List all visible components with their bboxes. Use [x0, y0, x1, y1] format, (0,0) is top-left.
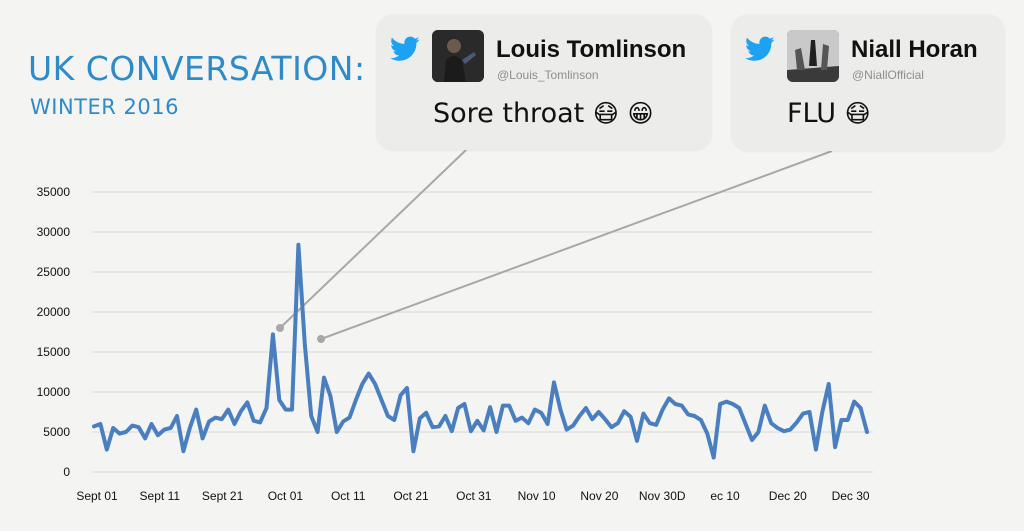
mask-face-emoji: 😷 — [844, 99, 871, 128]
avatar — [432, 30, 484, 82]
y-tick-label: 25000 — [37, 265, 71, 279]
y-tick-label: 35000 — [37, 185, 71, 199]
grin-face-emoji: 😁 — [627, 99, 654, 128]
x-tick-label: Oct 11 — [331, 489, 366, 503]
page-title: UK CONVERSATION: — [28, 49, 366, 88]
mask-face-emoji: 😷 — [592, 99, 619, 128]
connector-louis — [279, 149, 467, 329]
x-tick-label: ec 10 — [710, 489, 740, 503]
tweet-author-name: Louis Tomlinson — [496, 36, 687, 63]
x-tick-label: Dec 20 — [769, 489, 807, 503]
twitter-bird-icon — [745, 36, 775, 66]
tweet-message: FLU 😷 — [787, 98, 871, 129]
x-tick-label: Nov 10 — [518, 489, 556, 503]
y-tick-label: 30000 — [37, 225, 71, 239]
x-axis-ticks: Sept 01 Sept 11 Sept 21 Oct 01 Oct 11 Oct 21 O… — [76, 489, 870, 503]
callout-connectors — [276, 149, 833, 343]
x-tick-label: Sept 21 — [202, 489, 244, 503]
x-tick-label: Dec 30 — [832, 489, 870, 503]
twitter-bird-icon — [390, 36, 420, 66]
avatar — [787, 30, 839, 82]
gridlines — [92, 191, 873, 473]
x-tick-label: Oct 01 — [268, 489, 304, 503]
connector-niall — [320, 150, 833, 340]
x-tick-label: Oct 21 — [393, 489, 429, 503]
tweet-author-handle: @NiallOfficial — [852, 68, 924, 82]
tweet-message-text: Sore throat — [433, 98, 585, 129]
x-tick-label: Nov 30D — [639, 489, 686, 503]
y-tick-label: 0 — [63, 465, 70, 479]
tweet-message: Sore throat 😷 😁 — [433, 98, 654, 129]
page-subtitle: WINTER 2016 — [30, 95, 179, 119]
y-tick-label: 5000 — [43, 425, 70, 439]
connector-dot-niall — [317, 335, 325, 343]
tweet-message-text: FLU — [787, 98, 836, 129]
connector-dot-louis — [276, 324, 284, 332]
y-tick-label: 15000 — [37, 345, 71, 359]
series-line — [92, 242, 869, 460]
tweet-author-name: Niall Horan — [851, 36, 978, 63]
x-tick-label: Nov 20 — [580, 489, 618, 503]
y-axis-ticks: 35000 30000 25000 20000 15000 10000 5000 0 — [37, 185, 71, 479]
tweet-card-louis: Louis Tomlinson @Louis_Tomlinson Sore th… — [376, 14, 712, 150]
tweet-card-niall: Niall Horan @NiallOfficial FLU 😷 — [731, 14, 1005, 151]
x-tick-label: Sept 01 — [76, 489, 118, 503]
x-tick-label: Oct 31 — [456, 489, 492, 503]
y-tick-label: 10000 — [37, 385, 71, 399]
tweet-author-handle: @Louis_Tomlinson — [497, 68, 599, 82]
y-tick-label: 20000 — [37, 305, 71, 319]
x-tick-label: Sept 11 — [140, 489, 181, 503]
